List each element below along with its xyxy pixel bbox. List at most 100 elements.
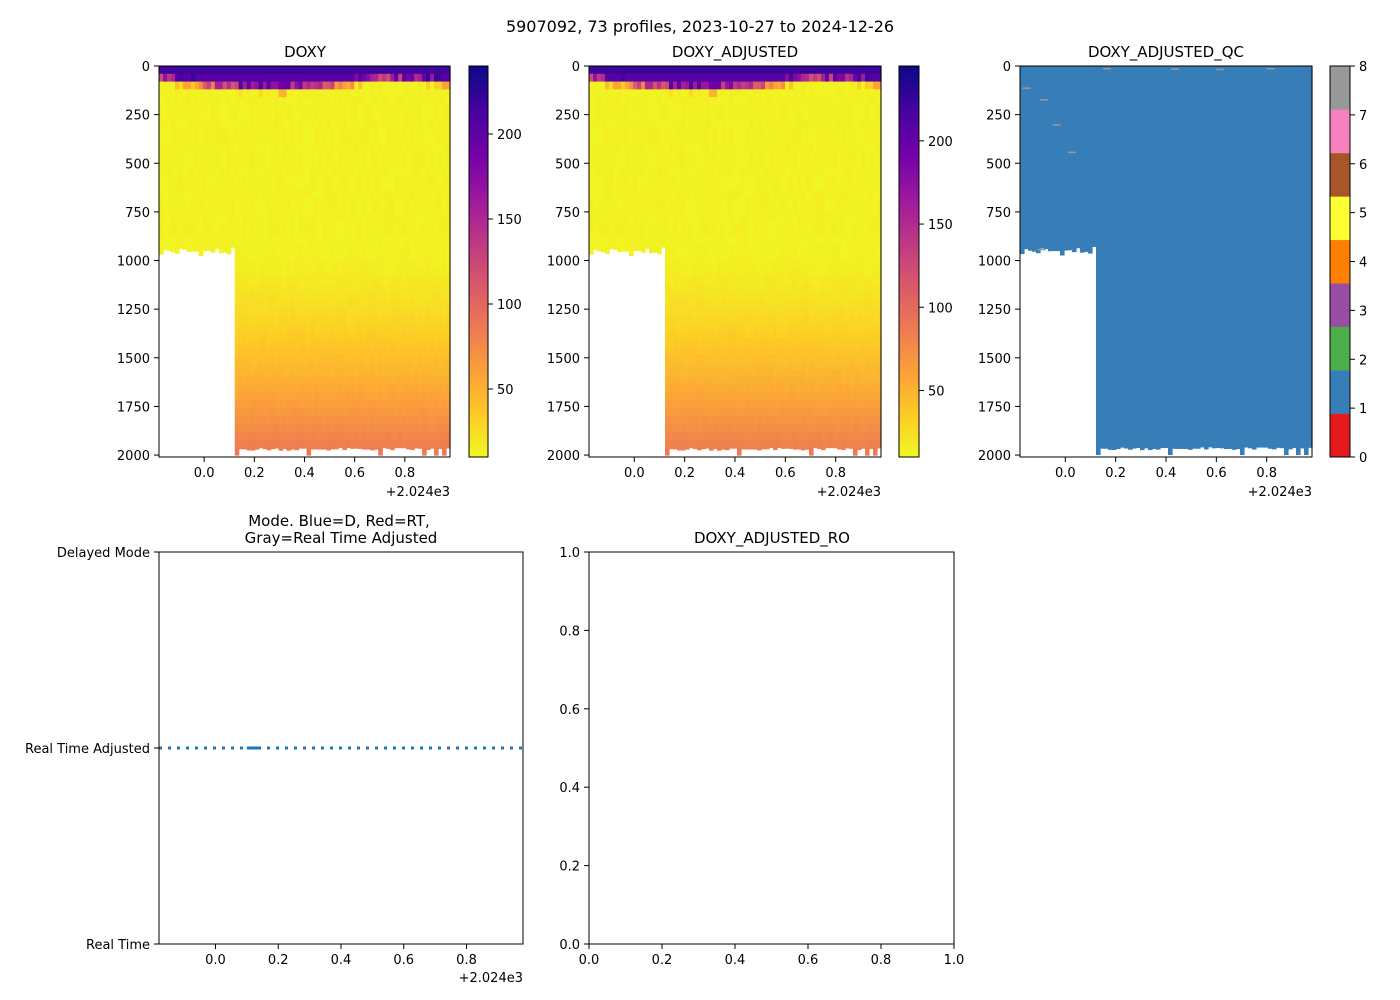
heatmap-cell [725, 244, 730, 254]
heatmap-cell [362, 408, 367, 417]
heatmap-cell [314, 151, 320, 160]
heatmap-cell [350, 322, 355, 332]
heatmap-cell [290, 268, 296, 277]
heatmap-cell [697, 198, 702, 207]
heatmap-cell [278, 244, 284, 254]
heatmap-cell [326, 315, 332, 324]
heatmap-cell [262, 307, 268, 316]
heatmap-cell [338, 151, 343, 160]
heatmap-cell [242, 299, 248, 308]
heatmap-cell [350, 89, 355, 98]
heatmap-cell [346, 392, 351, 402]
heatmap-cell [697, 346, 702, 355]
heatmap-cell [761, 151, 766, 160]
heatmap-cell [282, 237, 288, 246]
heatmap-cell [206, 66, 212, 75]
heatmap-cell [446, 408, 451, 417]
heatmap-cell [430, 174, 435, 184]
heatmap-cell [350, 423, 355, 433]
heatmap-cell [414, 268, 419, 277]
heatmap-cell [258, 276, 264, 285]
heatmap-cell [410, 291, 415, 301]
heatmap-cell [386, 206, 391, 215]
heatmap-cell [362, 439, 367, 448]
heatmap-cell [262, 369, 268, 378]
heatmap-cell [410, 66, 415, 75]
heatmap-cell [346, 136, 351, 145]
heatmap-cell [753, 104, 758, 114]
heatmap-cell [446, 237, 451, 246]
heatmap-cell [681, 291, 686, 301]
heatmap-cell [605, 143, 610, 153]
heatmap-cell [713, 408, 718, 417]
heatmap-cell [370, 385, 375, 394]
heatmap-cell [729, 190, 734, 199]
heatmap-cell [350, 159, 355, 168]
heatmap-cell [701, 361, 706, 371]
heatmap-cell [358, 89, 363, 98]
heatmap-cell [713, 174, 718, 184]
heatmap-cell [318, 353, 324, 363]
heatmap-cell [398, 330, 403, 339]
y-tick-label: 2000 [117, 449, 150, 464]
heatmap-cell [278, 143, 284, 153]
heatmap-cell [701, 159, 706, 168]
heatmap-cell [761, 268, 766, 277]
heatmap-cell [717, 377, 722, 386]
heatmap-cell [442, 330, 447, 339]
heatmap-cell [593, 190, 598, 199]
heatmap-cell [713, 276, 718, 285]
heatmap-cell [210, 221, 216, 230]
heatmap-cell [374, 73, 379, 83]
heatmap-cell [334, 260, 339, 269]
heatmap-cell [677, 66, 682, 75]
heatmap-cell [182, 81, 188, 90]
heatmap-cell [673, 174, 678, 184]
heatmap-cell [206, 89, 212, 98]
heatmap-cell [430, 73, 435, 83]
heatmap-cell [182, 190, 188, 199]
heatmap-cell [446, 81, 451, 90]
heatmap-cell [597, 174, 602, 184]
heatmap-cell [617, 221, 622, 230]
heatmap-cell [254, 206, 260, 215]
heatmap-cell [402, 377, 407, 386]
heatmap-cell [434, 431, 439, 441]
heatmap-cell [422, 431, 427, 441]
heatmap-cell [298, 260, 304, 269]
heatmap-cell [258, 120, 264, 129]
heatmap-cell [629, 206, 634, 215]
heatmap-cell [629, 136, 634, 145]
heatmap-cell [358, 182, 363, 192]
heatmap-cell [266, 361, 272, 371]
heatmap-cell [286, 431, 292, 441]
heatmap-cell [593, 136, 598, 145]
heatmap-cell [330, 385, 335, 394]
heatmap-cell [278, 260, 284, 269]
heatmap-cell [346, 89, 351, 98]
heatmap-cell [597, 66, 602, 75]
heatmap-cell [246, 447, 252, 451]
heatmap-cell [318, 392, 324, 402]
heatmap-cell [685, 385, 690, 394]
heatmap-cell [737, 206, 742, 215]
heatmap-cell [286, 89, 292, 98]
heatmap-cell [346, 66, 351, 75]
heatmap-cell [677, 439, 682, 448]
heatmap-cell [190, 206, 196, 215]
heatmap-cell [426, 229, 431, 238]
heatmap-cell [430, 377, 435, 386]
heatmap-cell [729, 66, 734, 75]
heatmap-cell [617, 190, 622, 199]
heatmap-cell [338, 244, 343, 254]
heatmap-cell [302, 66, 308, 75]
heatmap-cell [366, 400, 371, 409]
heatmap-cell [653, 89, 658, 98]
heatmap-cell [398, 307, 403, 316]
heatmap-cell [709, 408, 714, 417]
heatmap-cell [366, 423, 371, 433]
heatmap-cell [362, 151, 367, 160]
heatmap-cell [717, 338, 722, 347]
heatmap-cell [673, 237, 678, 246]
heatmap-cell [753, 190, 758, 199]
